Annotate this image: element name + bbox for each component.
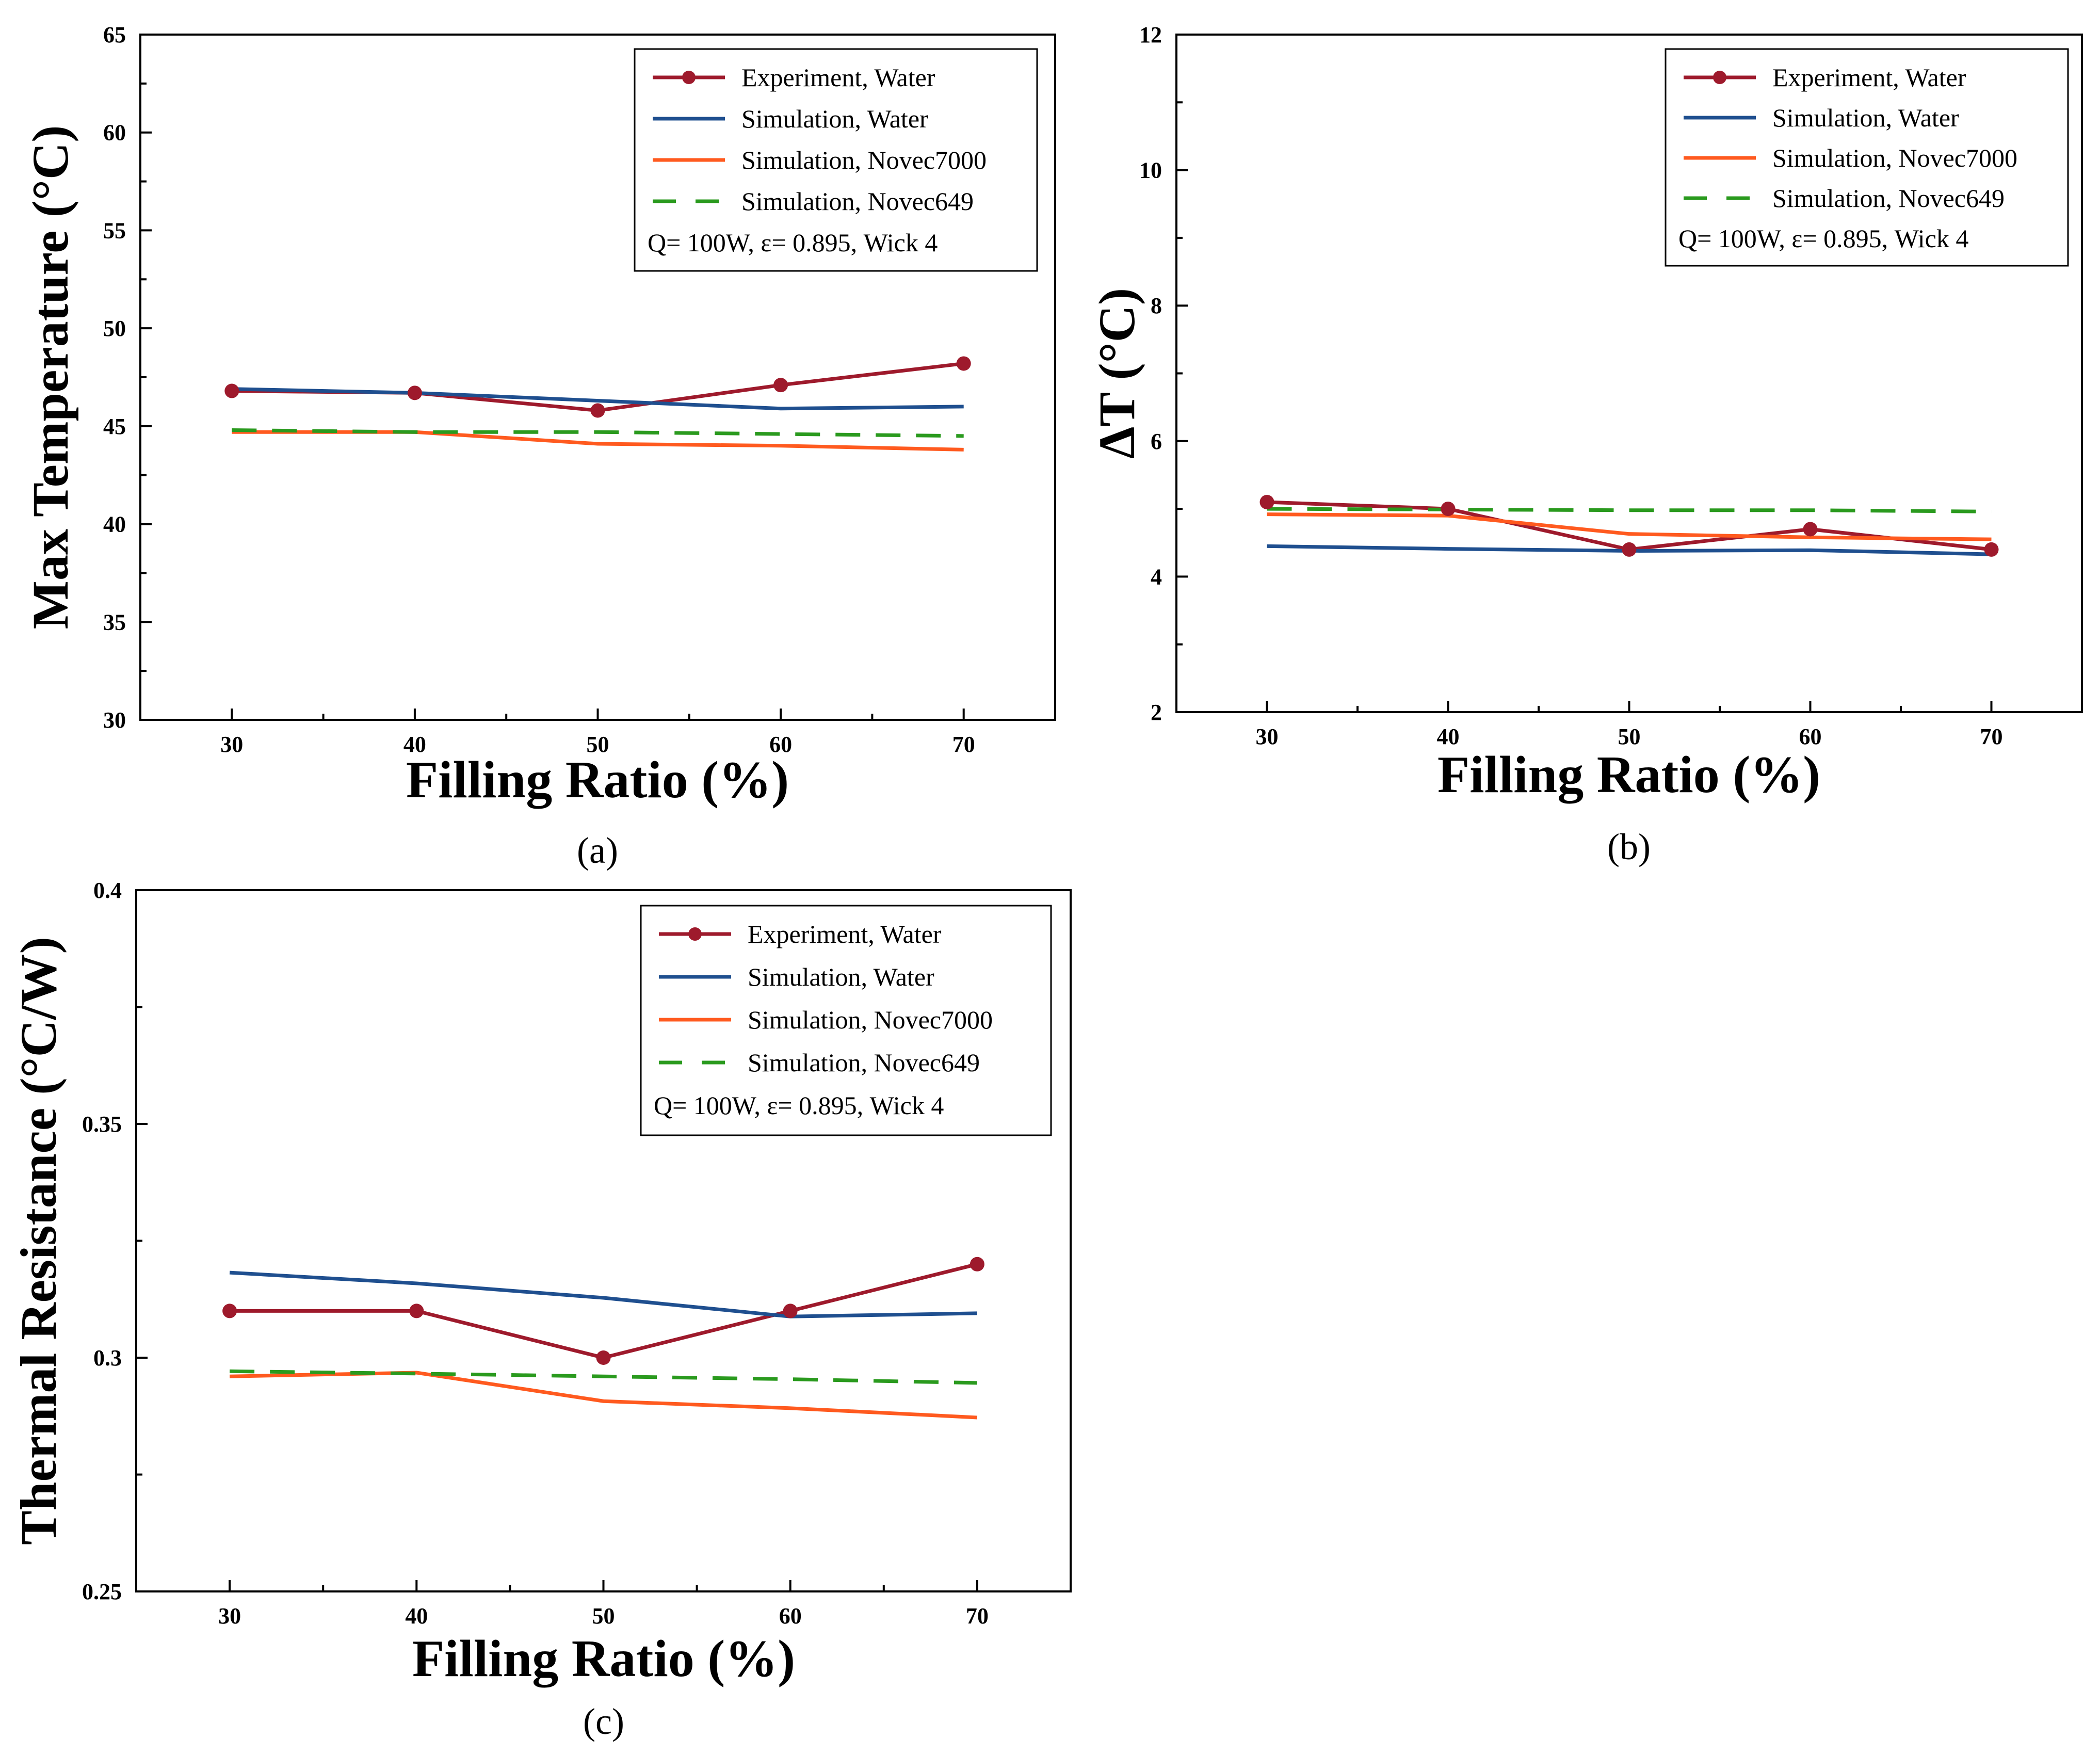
- legend-label: Simulation, Novec7000: [1772, 143, 2017, 172]
- legend-label: Simulation, Novec649: [741, 187, 974, 216]
- x-tick-label: 60: [779, 1603, 802, 1629]
- x-tick-label: 30: [1256, 724, 1279, 749]
- data-point-experiment_water: [590, 403, 605, 418]
- series-line-simulation_novec7000: [1267, 512, 1992, 541]
- y-tick-label: 50: [103, 316, 126, 341]
- y-axis-title: ΔT (°C): [1088, 288, 1145, 459]
- y-tick-label: 0.3: [93, 1345, 122, 1371]
- y-tick-label: 4: [1151, 564, 1162, 589]
- panel-label: (a): [577, 830, 618, 871]
- y-tick-label: 0.25: [82, 1579, 122, 1604]
- y-tick-label: 2: [1151, 700, 1162, 725]
- x-tick-label: 40: [405, 1603, 428, 1629]
- x-tick-label: 30: [220, 732, 243, 757]
- y-tick-label: 45: [103, 414, 126, 439]
- data-point-experiment_water: [1441, 502, 1456, 517]
- data-point-experiment_water: [956, 356, 971, 371]
- y-tick-label: 0.35: [82, 1112, 122, 1137]
- legend-marker-experiment_water: [1713, 71, 1726, 84]
- data-point-experiment_water: [1622, 542, 1637, 557]
- x-axis-title: Filling Ratio (%): [1437, 746, 1820, 804]
- y-tick-label: 10: [1139, 158, 1162, 183]
- data-point-experiment_water: [1984, 542, 1999, 557]
- chart-panel-b: 30 40 50 60 70 2 4 6 8 10 12 Filling Ratio (%) ΔT (°…: [1088, 22, 2083, 867]
- x-axis-title: Filling Ratio (%): [406, 751, 789, 809]
- x-tick-label: 30: [218, 1603, 241, 1629]
- y-axis-title: Thermal Resistance (°C/W): [10, 937, 67, 1545]
- y-tick-label: 0.4: [93, 878, 122, 903]
- panel-label: (b): [1607, 826, 1651, 867]
- data-point-experiment_water: [783, 1304, 798, 1318]
- data-point-experiment_water: [773, 378, 788, 393]
- x-tick-label: 70: [966, 1603, 989, 1629]
- data-point-experiment_water: [409, 1304, 424, 1318]
- x-tick-label: 70: [952, 732, 975, 757]
- legend-note: Q= 100W, ε= 0.895, Wick 4: [648, 228, 938, 257]
- legend-marker-experiment_water: [682, 71, 696, 84]
- series-line-simulation_water: [229, 1270, 977, 1318]
- y-tick-label: 65: [103, 22, 126, 47]
- x-tick-label: 60: [1799, 724, 1822, 749]
- y-tick-label: 12: [1139, 22, 1162, 47]
- chart-panel-a: 30 40 50 60 70 30 35 40 45 50 55 60 65 Filling Ratio …: [22, 22, 1056, 871]
- legend: Experiment, Water Simulation, Water Simula…: [640, 905, 1052, 1136]
- x-tick-label: 60: [769, 732, 792, 757]
- data-point-experiment_water: [407, 385, 422, 400]
- legend-marker-experiment_water: [688, 927, 702, 941]
- data-point-experiment_water: [970, 1257, 984, 1272]
- y-tick-label: 55: [103, 218, 126, 243]
- x-tick-label: 50: [1618, 724, 1641, 749]
- x-tick-label: 40: [1437, 724, 1460, 749]
- legend-label: Simulation, Water: [1772, 103, 1959, 132]
- data-point-experiment_water: [222, 1304, 237, 1318]
- legend-note: Q= 100W, ε= 0.895, Wick 4: [654, 1091, 944, 1120]
- legend-label: Simulation, Water: [748, 962, 934, 991]
- legend-label: Simulation, Novec649: [748, 1048, 980, 1077]
- x-axis-title: Filling Ratio (%): [412, 1630, 795, 1688]
- legend-label: Experiment, Water: [1772, 63, 1966, 92]
- x-tick-label: 50: [587, 732, 609, 757]
- data-point-experiment_water: [596, 1350, 611, 1365]
- legend-label: Simulation, Novec7000: [741, 146, 987, 174]
- x-tick-label: 50: [592, 1603, 615, 1629]
- x-tick-label: 70: [1980, 724, 2003, 749]
- data-point-experiment_water: [1259, 494, 1274, 509]
- series-line-simulation_water: [232, 387, 964, 411]
- y-tick-label: 30: [103, 707, 126, 733]
- series-line-simulation_novec649: [1267, 507, 1992, 513]
- legend: Experiment, Water Simulation, Water Simula…: [634, 48, 1038, 272]
- y-tick-label: 8: [1151, 293, 1162, 318]
- series-line-simulation_novec649: [230, 1369, 977, 1385]
- legend-label: Simulation, Water: [741, 104, 928, 133]
- y-tick-label: 6: [1151, 429, 1162, 454]
- chart-panel-c: 30 40 50 60 70 0.25 0.3 0.35 0.4 Filling Ratio (%…: [10, 878, 1072, 1742]
- legend-label: Experiment, Water: [741, 63, 935, 92]
- y-tick-label: 40: [103, 512, 126, 537]
- legend-label: Simulation, Novec649: [1772, 184, 2005, 213]
- series-line-simulation_novec649: [232, 428, 964, 438]
- y-tick-label: 60: [103, 120, 126, 146]
- legend: Experiment, Water Simulation, Water Simula…: [1665, 48, 2069, 267]
- x-tick-label: 40: [403, 732, 426, 757]
- legend-label: Experiment, Water: [748, 920, 942, 948]
- y-axis-title: Max Temperature (°C): [22, 125, 79, 630]
- y-tick-label: 35: [103, 609, 126, 635]
- data-point-experiment_water: [224, 383, 239, 398]
- legend-label: Simulation, Novec7000: [748, 1005, 993, 1034]
- data-point-experiment_water: [1803, 522, 1818, 537]
- panel-label: (c): [583, 1701, 624, 1742]
- series-line-simulation_novec7000: [230, 1371, 978, 1420]
- legend-note: Q= 100W, ε= 0.895, Wick 4: [1678, 224, 1968, 253]
